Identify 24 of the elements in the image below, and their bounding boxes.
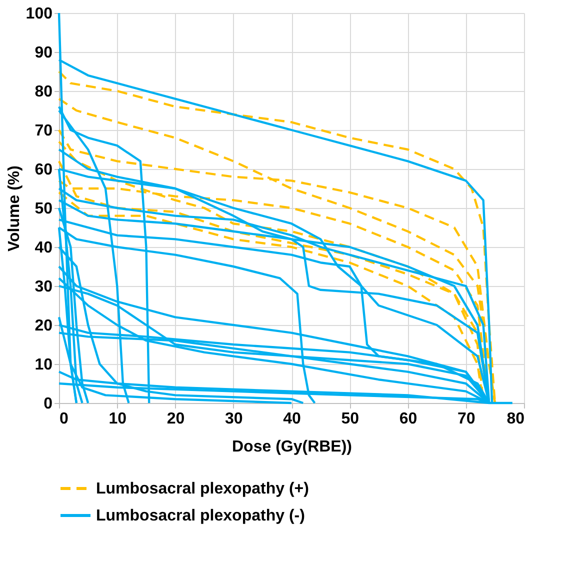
x-tick-label: 20 xyxy=(166,410,185,428)
y-tick-label: 60 xyxy=(34,162,53,178)
legend-label: Lumbosacral plexopathy (+) xyxy=(96,480,309,498)
y-tick-label: 80 xyxy=(34,84,53,100)
y-tick-label: 70 xyxy=(34,122,53,140)
x-tick-label: 50 xyxy=(341,410,360,428)
y-tick-label: 50 xyxy=(34,200,53,218)
x-tick-label: 80 xyxy=(506,410,525,428)
y-tick-label: 90 xyxy=(34,44,53,62)
x-tick-label: 40 xyxy=(283,410,301,428)
legend-label: Lumbosacral plexopathy (-) xyxy=(96,508,305,524)
y-tick-label: 0 xyxy=(44,396,53,412)
x-tick-label: 60 xyxy=(399,410,418,428)
x-tick-label: 30 xyxy=(224,410,243,428)
y-axis-title: Volume (%) xyxy=(6,166,23,252)
y-tick-label: 40 xyxy=(34,240,53,256)
y-tick-label: 30 xyxy=(34,278,53,296)
x-tick-label: 10 xyxy=(108,410,127,428)
y-tick-label: 20 xyxy=(34,318,53,334)
y-tick-label: 10 xyxy=(34,356,53,374)
x-axis-title: Dose (Gy(RBE)) xyxy=(232,438,352,456)
x-tick-label: 0 xyxy=(60,410,68,428)
x-tick-label: 70 xyxy=(457,410,476,428)
y-tick-label: 100 xyxy=(26,6,53,22)
